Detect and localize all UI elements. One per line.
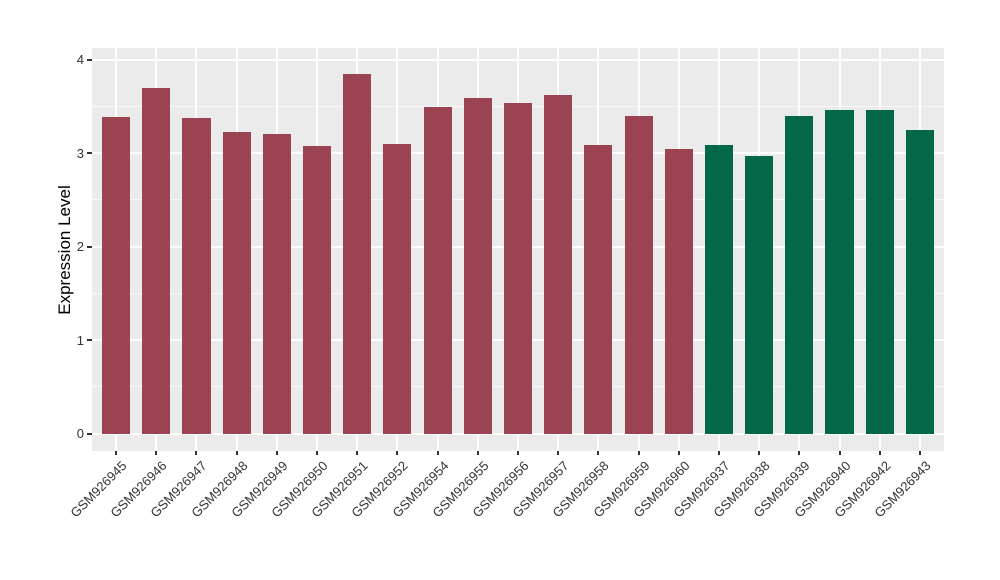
bar-GSM926937 (704, 144, 733, 434)
y-tick-1 (87, 339, 92, 341)
bar-GSM926943 (905, 129, 934, 434)
x-tick-GSM926937 (717, 451, 720, 455)
x-tick-GSM926950 (316, 451, 319, 455)
x-tick-GSM926959 (637, 451, 640, 455)
bar-GSM926950 (302, 146, 332, 434)
plot-panel (92, 48, 944, 451)
x-tick-GSM926960 (677, 451, 680, 455)
y-tick-label-0: 0 (76, 426, 84, 441)
bar-GSM926938 (745, 155, 774, 434)
bar-GSM926942 (865, 110, 894, 434)
x-tick-GSM926954 (436, 451, 439, 455)
bar-GSM926954 (423, 107, 452, 434)
x-tick-GSM926946 (155, 451, 158, 455)
bar-GSM926947 (182, 118, 211, 434)
bar-GSM926956 (503, 103, 533, 434)
bar-GSM926939 (785, 115, 814, 434)
x-tick-GSM926945 (115, 451, 118, 455)
y-tick-label-3: 3 (76, 145, 84, 161)
x-tick-GSM926940 (838, 451, 841, 455)
y-tick-label-2: 2 (76, 239, 84, 254)
y-tick-0 (87, 432, 92, 435)
x-tick-GSM926955 (476, 451, 479, 455)
x-tick-GSM926949 (275, 451, 278, 455)
y-tick-2 (87, 245, 92, 248)
x-tick-GSM926942 (878, 451, 881, 455)
bar-GSM926946 (142, 87, 171, 434)
x-tick-GSM926952 (396, 451, 399, 455)
bar-GSM926940 (825, 110, 854, 434)
bar-GSM926958 (584, 144, 613, 434)
x-tick-GSM926958 (597, 451, 600, 455)
bar-GSM926951 (343, 74, 372, 434)
x-tick-GSM926948 (235, 451, 238, 455)
x-tick-GSM926938 (758, 451, 761, 455)
x-tick-GSM926943 (918, 451, 921, 455)
x-tick-GSM926956 (517, 451, 519, 455)
x-tick-GSM926947 (195, 451, 198, 455)
x-tick-GSM926957 (557, 451, 560, 455)
x-tick-GSM926951 (356, 451, 359, 455)
x-tick-GSM926939 (798, 451, 801, 455)
bar-GSM926948 (222, 132, 251, 434)
y-tick-3 (87, 152, 92, 154)
y-tick-label-4: 4 (76, 52, 84, 67)
y-tick-label-1: 1 (76, 332, 84, 348)
bar-GSM926952 (383, 143, 412, 434)
bar-GSM926957 (544, 95, 573, 434)
bar-GSM926959 (624, 115, 653, 434)
bar-GSM926955 (463, 97, 492, 434)
bar-GSM926945 (102, 117, 131, 434)
y-tick-4 (87, 58, 92, 61)
bar-GSM926949 (262, 134, 291, 434)
bar-GSM926960 (664, 149, 693, 434)
